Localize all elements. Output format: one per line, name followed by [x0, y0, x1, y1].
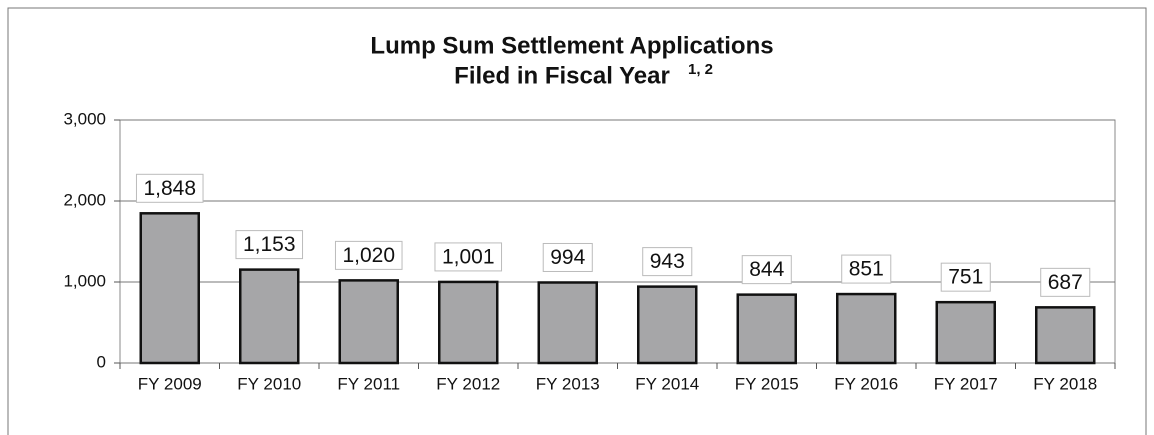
x-tick-label: FY 2013 — [536, 374, 600, 393]
value-label-box — [434, 242, 503, 272]
x-tick-label: FY 2018 — [1033, 374, 1097, 393]
value-label: 994 — [550, 246, 585, 269]
value-label: 844 — [749, 258, 784, 281]
bar — [836, 292, 897, 365]
value-label: 751 — [948, 266, 983, 289]
value-label-box — [334, 240, 403, 270]
value-label: 1,153 — [243, 233, 296, 256]
chart-title: Lump Sum Settlement Applications — [370, 32, 773, 59]
value-label: 687 — [1048, 271, 1083, 294]
x-tick-label: FY 2011 — [337, 374, 400, 393]
value-label: 943 — [650, 250, 685, 273]
value-label-box — [135, 173, 204, 203]
x-tick-label: FY 2012 — [436, 374, 500, 393]
y-tick-label: 2,000 — [63, 190, 106, 209]
x-tick-label: FY 2010 — [237, 374, 301, 393]
bar — [438, 280, 499, 365]
bar — [139, 212, 200, 365]
x-tick-label: FY 2016 — [834, 374, 898, 393]
value-label-box — [940, 262, 991, 292]
bar — [537, 281, 598, 365]
value-label-box — [542, 242, 593, 272]
value-label: 851 — [849, 258, 884, 281]
bar — [935, 300, 996, 365]
value-label-box — [235, 230, 304, 260]
value-label: 1,020 — [342, 244, 395, 267]
value-label-box — [741, 255, 792, 285]
x-tick-label: FY 2015 — [735, 374, 799, 393]
bar — [239, 268, 300, 365]
bar — [736, 293, 797, 365]
value-label-box — [1040, 267, 1091, 297]
bar — [338, 279, 399, 365]
y-tick-label: 0 — [97, 352, 106, 371]
value-label-box — [642, 247, 693, 277]
bar — [637, 285, 698, 365]
bar — [1035, 306, 1096, 365]
x-tick-label: FY 2017 — [934, 374, 998, 393]
chart-title: Filed in Fiscal Year — [454, 62, 670, 89]
value-label-box — [841, 254, 892, 284]
y-tick-label: 3,000 — [63, 109, 106, 128]
chart-title-superscript: 1, 2 — [688, 61, 713, 78]
y-tick-label: 1,000 — [63, 271, 106, 290]
value-label: 1,001 — [442, 245, 495, 268]
x-tick-label: FY 2014 — [635, 374, 699, 393]
value-label: 1,848 — [143, 177, 196, 200]
x-tick-label: FY 2009 — [138, 374, 202, 393]
